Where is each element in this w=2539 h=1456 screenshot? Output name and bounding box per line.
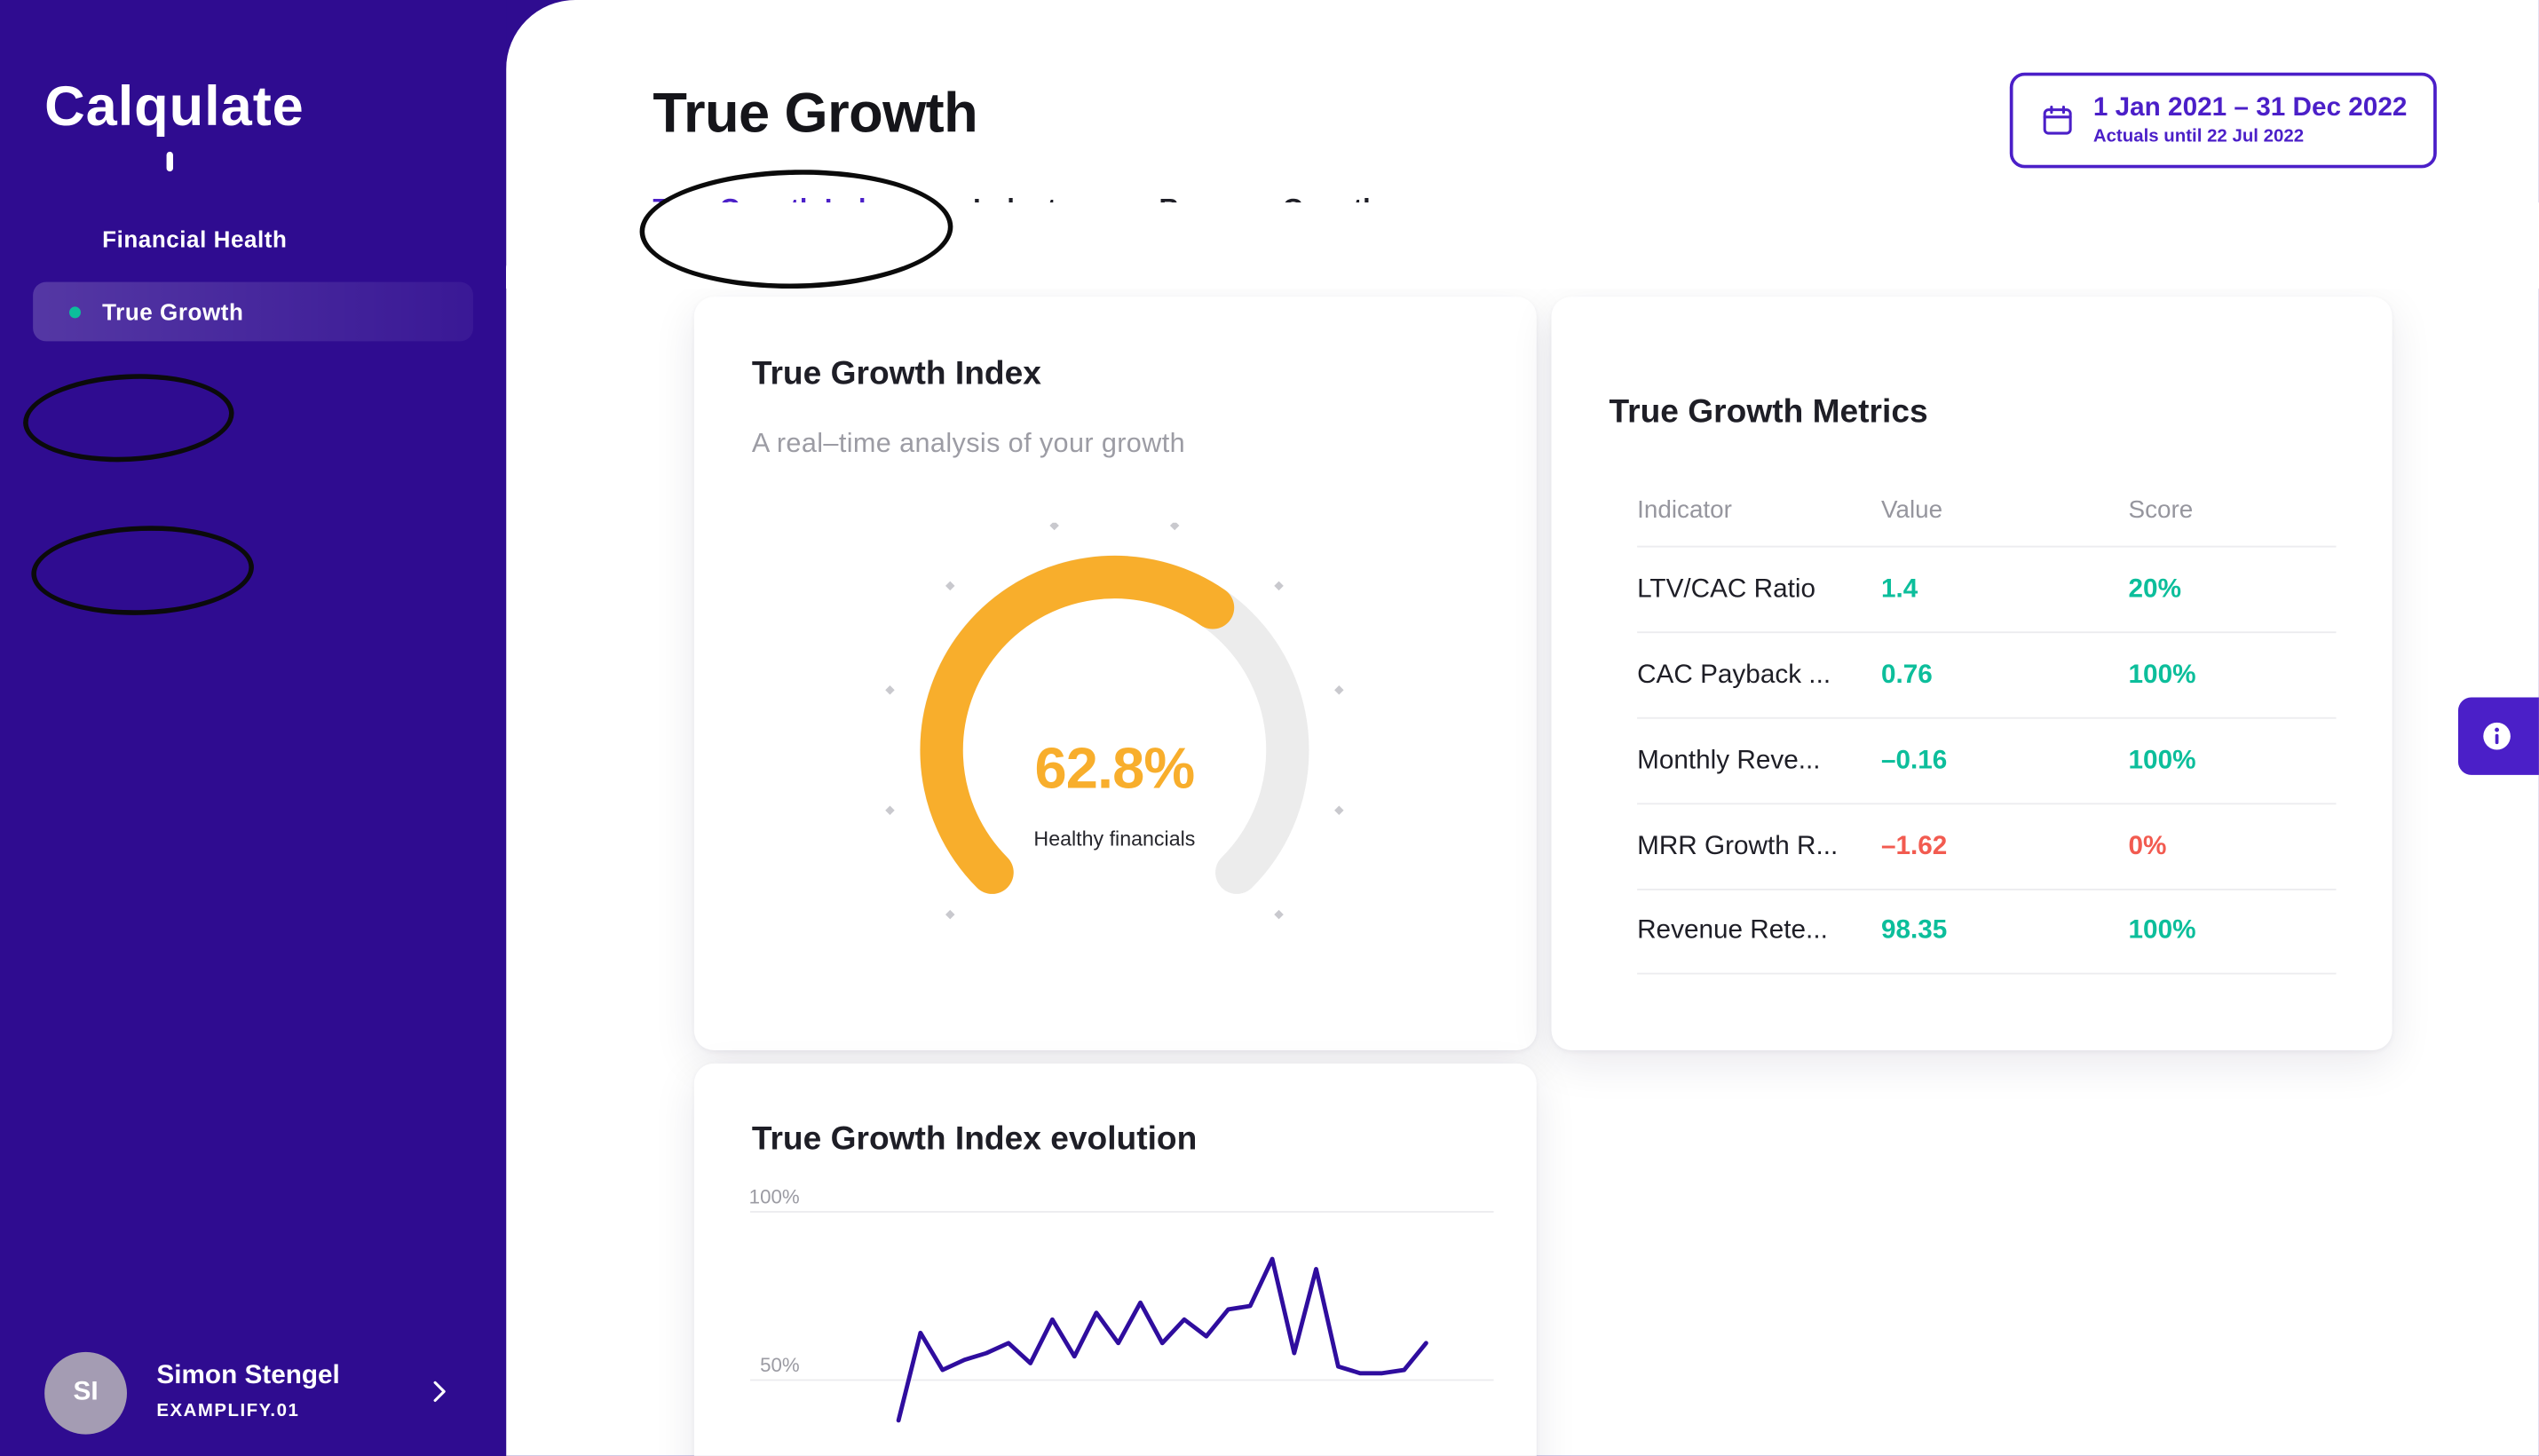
score-cell: 100%: [2128, 746, 2196, 774]
score-cell: 100%: [2128, 660, 2196, 689]
metrics-table: Indicator Value Score LTV/CAC Ratio 1.4 20% C…: [1637, 473, 2337, 975]
metrics-table-head: Indicator Value Score: [1637, 473, 2336, 546]
chevron-right-icon: [422, 1375, 455, 1408]
gauge-chart: 62.8% Healthy financials: [867, 522, 1362, 985]
index-evolution-card: True Growth Index evolution 100% 50%: [693, 1063, 1537, 1456]
user-profile-row[interactable]: SI Simon Stengel EXAMPLIFY.01: [0, 1349, 506, 1447]
info-button[interactable]: [2457, 697, 2539, 775]
y-axis-tick-50: 50%: [760, 1353, 800, 1377]
sidebar-item-label: Financial Health: [102, 226, 288, 253]
card-subtitle: A real–time analysis of your growth: [751, 428, 1186, 459]
indicator-cell: Monthly Reve...: [1637, 746, 1821, 774]
table-row: CAC Payback ... 0.76 100%: [1637, 631, 2337, 717]
column-header: Indicator: [1637, 495, 1732, 524]
calendar-icon: [2039, 102, 2076, 138]
page-title: True Growth: [653, 82, 978, 146]
y-axis-tick-100: 100%: [748, 1185, 800, 1209]
date-range-label: 1 Jan 2021 – 31 Dec 2022: [2092, 93, 2408, 123]
true-growth-index-card: True Growth Index A real–time analysis o…: [693, 297, 1537, 1050]
indicator-cell: LTV/CAC Ratio: [1637, 574, 1816, 603]
card-title: True Growth Index evolution: [751, 1120, 1198, 1158]
table-row: Monthly Reve... –0.16 100%: [1637, 716, 2337, 803]
logo-q-tail: [166, 151, 173, 172]
evolution-line-chart: 100% 50%: [744, 1179, 1511, 1456]
sidebar-item-label: True Growth: [102, 298, 244, 325]
table-row: Revenue Rete... 98.35 100%: [1637, 888, 2337, 975]
revenue-icon: [556, 227, 592, 264]
score-cell: 0%: [2128, 831, 2167, 860]
sidebar-item-label: REVENUE RECOGNITION: [614, 233, 914, 258]
metrics-table-body: LTV/CAC Ratio 1.4 20% CAC Payback ... 0.76 10…: [1637, 545, 2337, 975]
score-cell: 100%: [2128, 916, 2196, 946]
user-org: EXAMPLIFY.01: [156, 1401, 300, 1421]
active-item-dot: [68, 305, 81, 318]
info-icon: [2478, 717, 2516, 756]
date-range-note: Actuals until 22 Jul 2022: [2092, 126, 2305, 147]
sidebar-item-revenue-recognition[interactable]: REVENUE RECOGNITION: [506, 202, 2539, 289]
value-cell: –0.16: [1880, 746, 1948, 774]
indicator-cell: Revenue Rete...: [1637, 916, 1828, 946]
sidebar-item-true-growth[interactable]: True Growth: [0, 275, 506, 348]
avatar: SI: [44, 1351, 127, 1435]
value-cell: 0.76: [1880, 660, 1933, 689]
gauge-value: 62.8%: [1034, 737, 1196, 802]
line-chart-svg: [749, 1211, 1494, 1423]
indicator-cell: MRR Growth R...: [1637, 831, 1839, 860]
table-row: LTV/CAC Ratio 1.4 20%: [1637, 545, 2337, 632]
true-growth-metrics-card: True Growth Metrics Indicator Value Score …: [1551, 297, 2393, 1050]
table-row: MRR Growth R... –1.62 0%: [1637, 803, 2337, 889]
card-title: True Growth Index: [751, 356, 1041, 392]
gauge-arc: [885, 522, 1344, 920]
user-name: Simon Stengel: [156, 1361, 340, 1390]
gauge-caption: Healthy financials: [1033, 827, 1196, 851]
indicator-cell: CAC Payback ...: [1637, 660, 1831, 689]
value-cell: 1.4: [1880, 574, 1918, 603]
app-logo: Calqulate: [44, 75, 305, 138]
column-header: Value: [1880, 495, 1943, 524]
score-cell: 20%: [2128, 574, 2182, 603]
column-header: Score: [2128, 495, 2194, 524]
date-range-picker[interactable]: 1 Jan 2021 – 31 Dec 2022 Actuals until 2…: [2009, 72, 2437, 169]
value-cell: –1.62: [1880, 831, 1948, 860]
card-title: True Growth Metrics: [1609, 393, 1928, 431]
sidebar-item-financial-health[interactable]: Financial Health: [0, 202, 506, 275]
value-cell: 98.35: [1880, 916, 1948, 946]
